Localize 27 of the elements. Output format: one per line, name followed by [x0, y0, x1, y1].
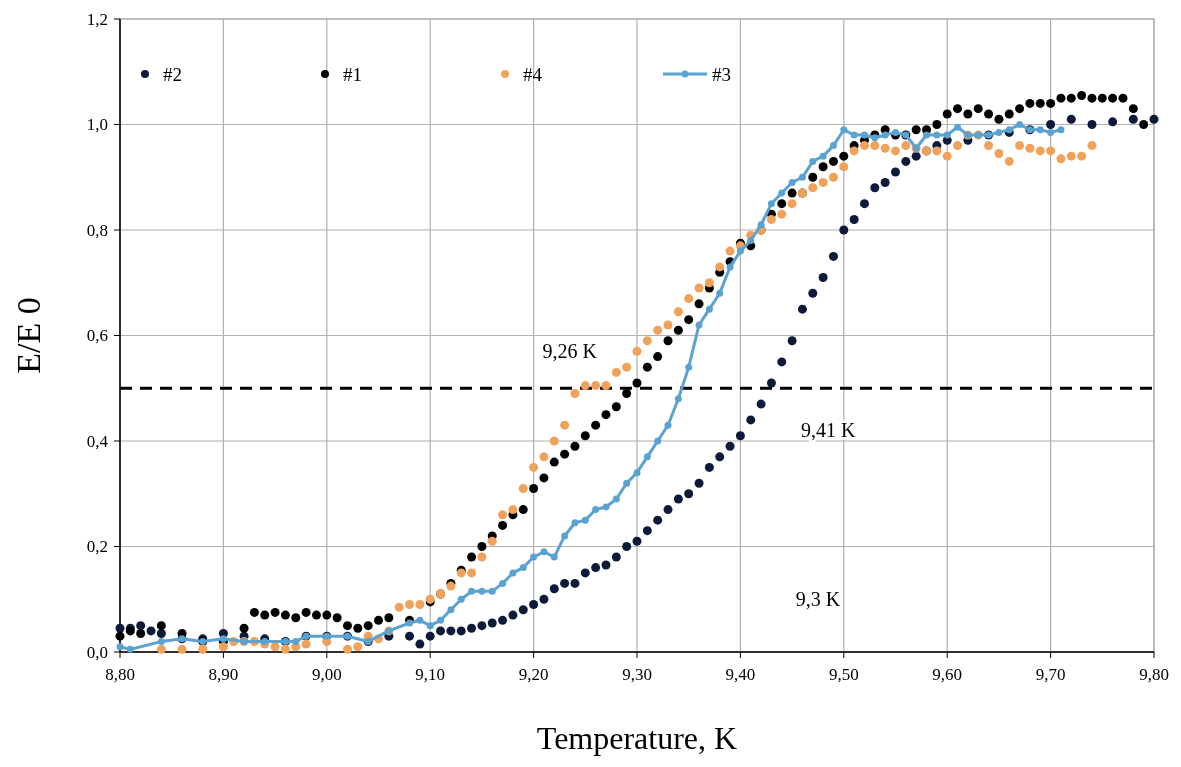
- annotation: 9,41 K: [801, 419, 857, 442]
- y-tick-label: 0,2: [86, 537, 108, 557]
- y-tick-label: 1,0: [86, 115, 108, 135]
- legend-label: #1: [343, 63, 362, 85]
- x-tick-label: 9,30: [622, 665, 652, 684]
- x-tick-label: 9,60: [932, 665, 963, 684]
- x-tick-label: 9,20: [518, 665, 549, 684]
- y-tick-label: 0,8: [86, 220, 108, 240]
- x-tick-label: 9,40: [725, 665, 756, 684]
- legend-label: #2: [163, 63, 182, 85]
- x-tick-label: 8,90: [208, 665, 239, 684]
- y-tick-label: 0,0: [86, 642, 108, 662]
- y-tick-label: 0,6: [86, 326, 108, 346]
- x-tick-label: 9,10: [415, 665, 446, 684]
- x-tick-label: 9,50: [828, 665, 859, 684]
- x-axis-title: Temperature, K: [536, 720, 738, 756]
- x-tick-label: 8,80: [105, 665, 135, 684]
- x-tick-label: 9,80: [1139, 665, 1169, 684]
- legend-label: #3: [712, 63, 731, 85]
- annotation: 9,26 K: [542, 340, 598, 363]
- x-tick-label: 9,00: [311, 665, 342, 684]
- annotation: 9,3 K: [795, 588, 841, 611]
- y-axis-title: E/E 0: [10, 297, 47, 374]
- legend-label: #4: [523, 63, 543, 85]
- x-tick-label: 9,70: [1035, 665, 1066, 684]
- y-tick-label: 0,4: [86, 431, 109, 451]
- y-tick-label: 1,2: [86, 9, 108, 29]
